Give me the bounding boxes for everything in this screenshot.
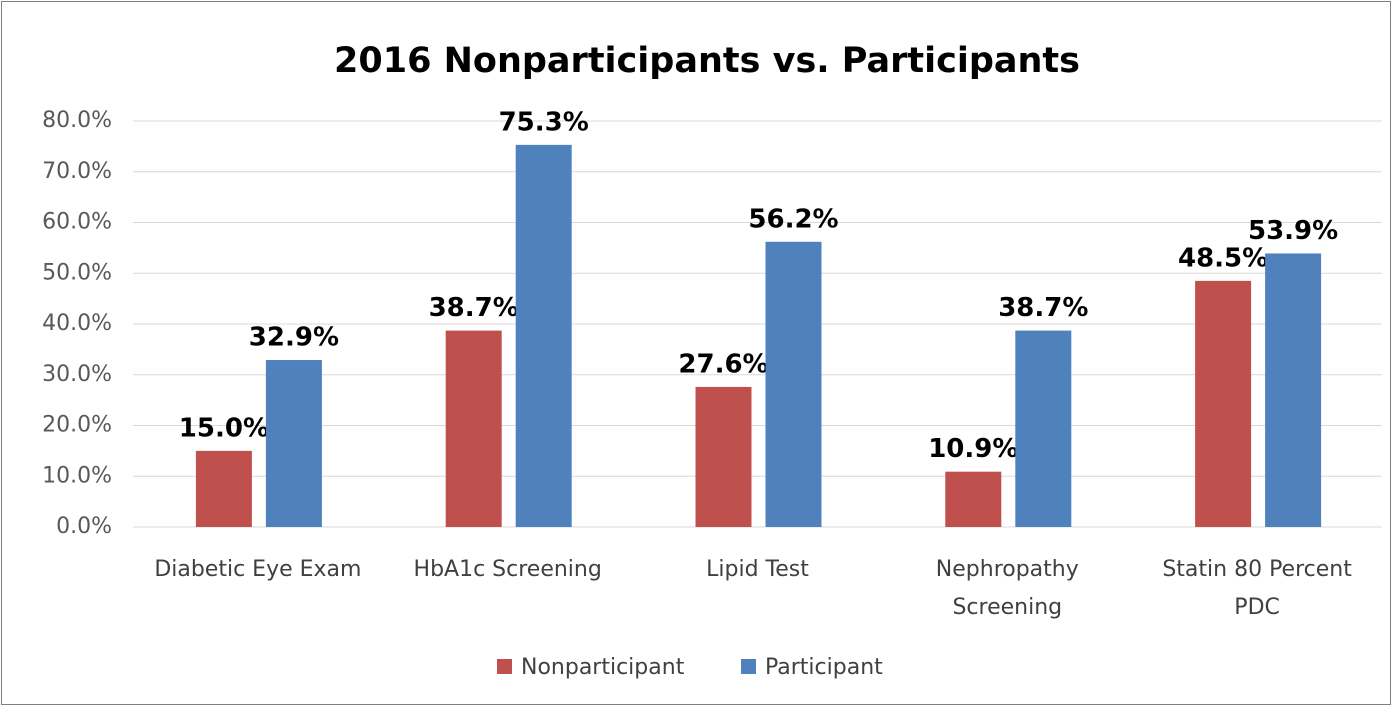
data-label: 56.2% xyxy=(748,204,838,234)
bar xyxy=(515,144,572,528)
bar xyxy=(445,330,502,527)
y-tick-label: 40.0% xyxy=(42,311,112,336)
data-label: 32.9% xyxy=(249,323,339,353)
bar xyxy=(1015,330,1072,527)
data-label: 27.6% xyxy=(678,349,768,379)
y-tick-label: 70.0% xyxy=(42,159,112,184)
x-tick-label: Diabetic Eye Exam xyxy=(154,557,362,582)
data-label: 53.9% xyxy=(1248,216,1338,246)
y-tick-label: 10.0% xyxy=(42,463,112,488)
legend-swatch xyxy=(741,659,756,674)
bar xyxy=(945,471,1002,527)
y-tick-label: 0.0% xyxy=(56,514,112,539)
legend-label: Nonparticipant xyxy=(521,655,685,680)
bar xyxy=(195,450,252,527)
legend-label: Participant xyxy=(765,655,883,680)
bar xyxy=(695,386,752,527)
y-tick-label: 60.0% xyxy=(42,210,112,235)
data-label: 38.7% xyxy=(429,293,519,323)
x-tick-label: HbA1c Screening xyxy=(413,557,602,582)
data-label: 48.5% xyxy=(1178,243,1268,273)
data-label: 15.0% xyxy=(179,413,269,443)
data-label: 38.7% xyxy=(998,293,1088,323)
legend-swatch xyxy=(497,659,512,674)
bar xyxy=(1265,253,1322,527)
chart-title: 2016 Nonparticipants vs. Participants xyxy=(334,41,1080,81)
x-tick-label: Lipid Test xyxy=(706,557,809,582)
x-tick-label: Nephropathy Screening xyxy=(935,557,1079,620)
y-tick-label: 50.0% xyxy=(42,260,112,285)
y-tick-label: 20.0% xyxy=(42,413,112,438)
data-label: 75.3% xyxy=(499,107,589,137)
data-label: 10.9% xyxy=(928,434,1018,464)
bar xyxy=(265,360,322,527)
bar xyxy=(765,241,822,527)
x-tick-label: Statin 80 Percent PDC xyxy=(1162,557,1352,620)
y-tick-label: 30.0% xyxy=(42,362,112,387)
y-tick-label: 80.0% xyxy=(42,108,112,133)
bar xyxy=(1195,280,1252,527)
